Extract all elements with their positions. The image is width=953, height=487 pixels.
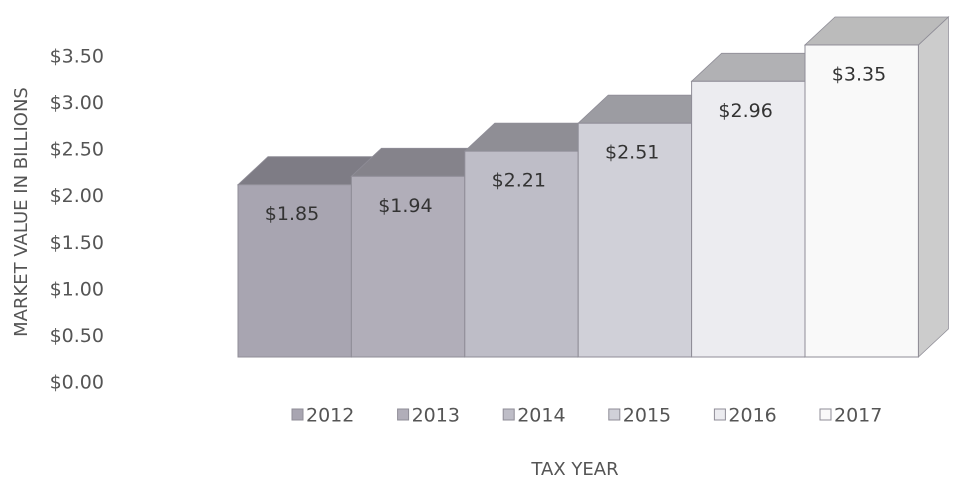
y-tick-label: $3.50 (50, 46, 104, 68)
y-tick-label: $0.50 (50, 325, 104, 347)
bar (350, 175, 466, 358)
bar (464, 150, 579, 358)
legend-swatch (608, 408, 621, 421)
y-axis-label: MARKET VALUE IN BILLIONS (11, 87, 32, 337)
legend-label: 2017 (834, 405, 882, 427)
y-tick-label: $1.00 (50, 278, 104, 300)
x-axis-label: TAX YEAR (530, 459, 618, 480)
legend-swatch (819, 408, 832, 421)
legend-swatch (397, 408, 410, 421)
legend-swatch (291, 408, 304, 421)
legend-label: 2015 (623, 405, 671, 427)
y-tick-label: $0.00 (50, 372, 104, 394)
bar (691, 80, 806, 358)
data-label: $1.94 (378, 195, 432, 217)
y-tick-label: $2.00 (50, 185, 104, 207)
data-label: $2.21 (492, 170, 546, 192)
legend-swatch (502, 408, 515, 421)
data-label: $3.35 (832, 63, 886, 85)
legend-label: 2016 (728, 405, 776, 427)
bar (804, 44, 919, 358)
legend-label: 2013 (412, 405, 460, 427)
y-tick-label: $3.00 (50, 92, 104, 114)
legend-label: 2012 (306, 405, 354, 427)
legend-swatch (713, 408, 726, 421)
bar-side (918, 16, 949, 358)
data-label: $2.96 (718, 100, 772, 122)
data-label: $2.51 (605, 142, 659, 164)
bar (237, 184, 352, 358)
y-tick-label: $1.50 (50, 232, 104, 254)
y-tick-label: $2.50 (50, 139, 104, 161)
data-label: $1.85 (265, 203, 319, 225)
legend-label: 2014 (517, 405, 565, 427)
